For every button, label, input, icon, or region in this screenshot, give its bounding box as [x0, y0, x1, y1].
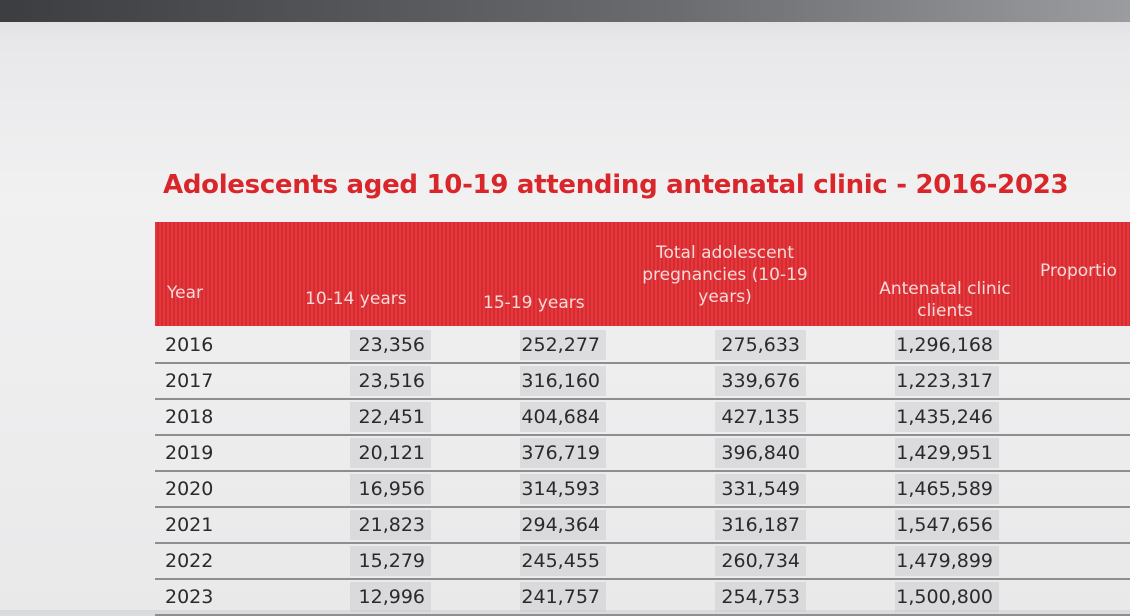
number-cell: 1,479,899	[896, 550, 993, 572]
column-header: 15-19 years	[483, 293, 585, 313]
number-cell: 1,465,589	[896, 478, 993, 500]
number-cell: 316,160	[521, 370, 600, 392]
number-cell: 376,719	[521, 442, 600, 464]
cell-background	[350, 474, 431, 504]
cell-background	[520, 582, 606, 612]
screen-bezel	[0, 0, 1130, 22]
cell-background	[715, 474, 806, 504]
number-cell: 22,451	[358, 406, 425, 428]
year-cell: 2018	[165, 406, 214, 428]
number-cell: 396,840	[721, 442, 800, 464]
column-header: Year	[167, 283, 203, 303]
cell-background	[350, 438, 431, 468]
number-cell: 404,684	[521, 406, 600, 428]
number-cell: 331,549	[721, 478, 800, 500]
cell-background	[520, 402, 606, 432]
number-cell: 245,455	[521, 550, 600, 572]
cell-background	[895, 330, 999, 360]
cell-background	[895, 510, 999, 540]
cell-background	[350, 366, 431, 396]
cell-background	[715, 510, 806, 540]
table-row: 2016 23,356 252,277 275,633 1,296,168	[155, 328, 1130, 364]
number-cell: 1,223,317	[896, 370, 993, 392]
number-cell: 21,823	[358, 514, 425, 536]
cell-background	[895, 582, 999, 612]
table-row: 2017 23,516 316,160 339,676 1,223,317	[155, 364, 1130, 400]
cell-background	[520, 366, 606, 396]
number-cell: 427,135	[721, 406, 800, 428]
number-cell: 1,435,246	[896, 406, 993, 428]
cell-background	[895, 402, 999, 432]
number-cell: 1,547,656	[896, 514, 993, 536]
table-row: 2020 16,956 314,593 331,549 1,465,589	[155, 472, 1130, 508]
cell-background	[715, 366, 806, 396]
cell-background	[350, 546, 431, 576]
column-header: Total adolescent pregnancies (10-19 year…	[642, 243, 808, 307]
number-cell: 1,500,800	[896, 586, 993, 608]
cell-background	[895, 546, 999, 576]
number-cell: 294,364	[521, 514, 600, 536]
cell-background	[520, 546, 606, 576]
number-cell: 1,296,168	[896, 334, 993, 356]
year-cell: 2016	[165, 334, 214, 356]
cell-background	[350, 402, 431, 432]
cell-background	[350, 330, 431, 360]
number-cell: 252,277	[521, 334, 600, 356]
table-row: 2023 12,996 241,757 254,753 1,500,800	[155, 580, 1130, 616]
number-cell: 314,593	[521, 478, 600, 500]
year-cell: 2023	[165, 586, 214, 608]
table-row: 2022 15,279 245,455 260,734 1,479,899	[155, 544, 1130, 580]
cell-background	[520, 510, 606, 540]
cell-background	[520, 474, 606, 504]
number-cell: 23,356	[358, 334, 425, 356]
year-cell: 2019	[165, 442, 214, 464]
column-header: Proportio	[1040, 261, 1117, 281]
number-cell: 23,516	[358, 370, 425, 392]
cell-background	[715, 438, 806, 468]
number-cell: 339,676	[721, 370, 800, 392]
number-cell: 15,279	[358, 550, 425, 572]
cell-background	[520, 330, 606, 360]
table-row: 2019 20,121 376,719 396,840 1,429,951	[155, 436, 1130, 472]
table-header: Year 10-14 years 15-19 years Total adolesce…	[155, 222, 1130, 326]
table-row: 2018 22,451 404,684 427,135 1,435,246	[155, 400, 1130, 436]
column-header: Antenatal clinic clients	[879, 279, 1011, 321]
number-cell: 241,757	[521, 586, 600, 608]
table-title: Adolescents aged 10-19 attending antenat…	[163, 170, 1069, 200]
number-cell: 12,996	[358, 586, 425, 608]
year-cell: 2022	[165, 550, 214, 572]
number-cell: 16,956	[358, 478, 425, 500]
number-cell: 1,429,951	[896, 442, 993, 464]
number-cell: 316,187	[721, 514, 800, 536]
number-cell: 20,121	[358, 442, 425, 464]
cell-background	[520, 438, 606, 468]
column-header: 10-14 years	[305, 289, 407, 309]
cell-background	[895, 438, 999, 468]
cell-background	[350, 510, 431, 540]
cell-background	[715, 330, 806, 360]
number-cell: 275,633	[721, 334, 800, 356]
cell-background	[350, 582, 431, 612]
cell-background	[715, 582, 806, 612]
table-row: 2021 21,823 294,364 316,187 1,547,656	[155, 508, 1130, 544]
cell-background	[715, 402, 806, 432]
number-cell: 254,753	[721, 586, 800, 608]
year-cell: 2017	[165, 370, 214, 392]
year-cell: 2020	[165, 478, 214, 500]
year-cell: 2021	[165, 514, 214, 536]
cell-background	[715, 546, 806, 576]
cell-background	[895, 474, 999, 504]
number-cell: 260,734	[721, 550, 800, 572]
cell-background	[895, 366, 999, 396]
